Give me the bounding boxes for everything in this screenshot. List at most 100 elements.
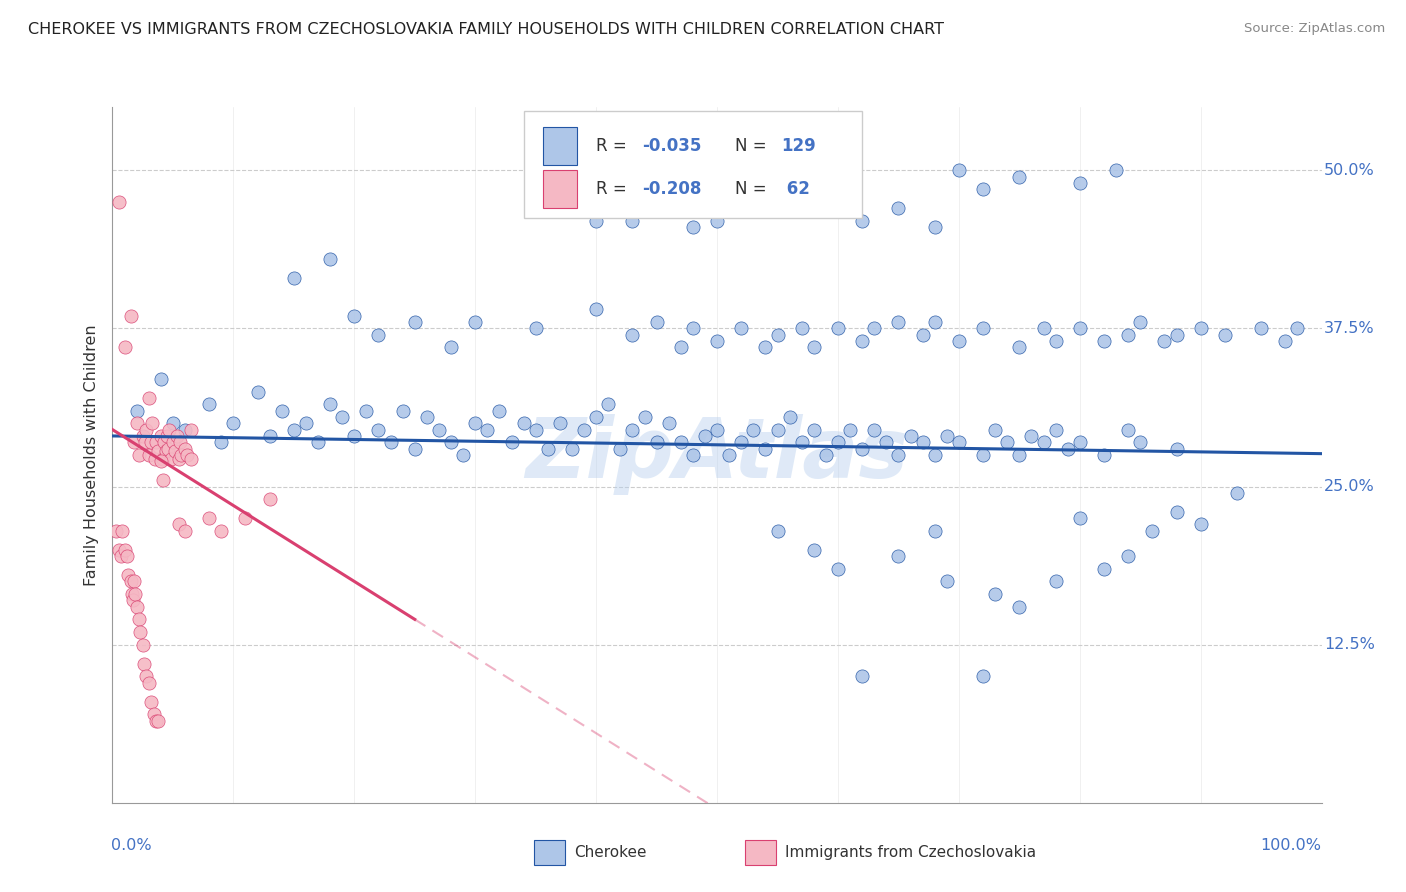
- Text: 0.0%: 0.0%: [111, 838, 152, 854]
- Point: [972, 182, 994, 196]
- Point: [621, 327, 644, 342]
- Text: -0.035: -0.035: [643, 137, 702, 155]
- Point: [169, 435, 191, 450]
- Point: [851, 334, 873, 348]
- Point: [598, 397, 620, 411]
- Point: [222, 417, 245, 431]
- Point: [145, 714, 167, 728]
- Point: [427, 423, 450, 437]
- Point: [887, 201, 910, 215]
- Point: [157, 423, 180, 437]
- Point: [803, 542, 825, 557]
- Point: [343, 429, 366, 443]
- Point: [165, 444, 187, 458]
- Text: N =: N =: [735, 180, 772, 198]
- Point: [900, 429, 922, 443]
- Point: [1286, 321, 1309, 335]
- Point: [682, 448, 704, 462]
- Point: [621, 423, 644, 437]
- Point: [157, 442, 180, 456]
- Point: [524, 423, 547, 437]
- Point: [143, 451, 166, 466]
- Point: [270, 403, 292, 417]
- Point: [1166, 505, 1188, 519]
- Point: [875, 435, 897, 450]
- Point: [1250, 321, 1272, 335]
- Point: [107, 542, 129, 557]
- Point: [609, 194, 631, 209]
- Point: [148, 444, 170, 458]
- Point: [152, 473, 174, 487]
- Point: [1069, 176, 1091, 190]
- Point: [283, 270, 305, 285]
- Point: [972, 448, 994, 462]
- Point: [779, 409, 801, 424]
- Point: [125, 403, 148, 417]
- Point: [132, 429, 155, 443]
- Text: Source: ZipAtlas.com: Source: ZipAtlas.com: [1244, 22, 1385, 36]
- Point: [730, 321, 752, 335]
- Point: [404, 315, 426, 329]
- Point: [115, 549, 138, 563]
- Point: [141, 695, 163, 709]
- Point: [501, 435, 523, 450]
- Point: [141, 435, 163, 450]
- Point: [295, 417, 318, 431]
- Point: [319, 397, 342, 411]
- Point: [128, 448, 150, 462]
- Point: [537, 442, 560, 456]
- Point: [972, 669, 994, 683]
- Point: [488, 403, 510, 417]
- Point: [174, 442, 197, 456]
- FancyBboxPatch shape: [523, 111, 862, 219]
- Point: [948, 435, 970, 450]
- Point: [138, 448, 160, 462]
- Point: [1069, 511, 1091, 525]
- Point: [149, 372, 172, 386]
- Point: [1008, 599, 1031, 614]
- Point: [167, 451, 190, 466]
- Point: [319, 252, 342, 266]
- Point: [132, 657, 155, 671]
- Point: [669, 435, 692, 450]
- Point: [330, 409, 353, 424]
- Point: [1189, 517, 1212, 532]
- Point: [1069, 435, 1091, 450]
- Point: [1092, 334, 1115, 348]
- Point: [180, 451, 202, 466]
- Point: [477, 423, 499, 437]
- Point: [1116, 327, 1139, 342]
- Point: [548, 417, 571, 431]
- Point: [125, 417, 148, 431]
- Point: [1069, 321, 1091, 335]
- Point: [120, 309, 142, 323]
- Point: [609, 442, 631, 456]
- Point: [911, 327, 934, 342]
- Point: [706, 334, 728, 348]
- Point: [827, 562, 849, 576]
- Point: [114, 340, 136, 354]
- Point: [524, 321, 547, 335]
- Point: [1153, 334, 1175, 348]
- Point: [742, 423, 765, 437]
- Point: [464, 315, 486, 329]
- Point: [156, 429, 179, 443]
- Point: [814, 448, 837, 462]
- Point: [984, 423, 1007, 437]
- Point: [451, 448, 474, 462]
- Point: [132, 638, 155, 652]
- Bar: [543, 169, 576, 208]
- Point: [682, 220, 704, 235]
- Point: [924, 524, 946, 538]
- Point: [235, 511, 257, 525]
- Point: [803, 340, 825, 354]
- Point: [124, 587, 146, 601]
- Point: [887, 315, 910, 329]
- Text: 62: 62: [782, 180, 810, 198]
- Point: [1092, 448, 1115, 462]
- Point: [984, 587, 1007, 601]
- Point: [561, 442, 583, 456]
- Point: [176, 448, 198, 462]
- Point: [633, 409, 655, 424]
- Point: [887, 448, 910, 462]
